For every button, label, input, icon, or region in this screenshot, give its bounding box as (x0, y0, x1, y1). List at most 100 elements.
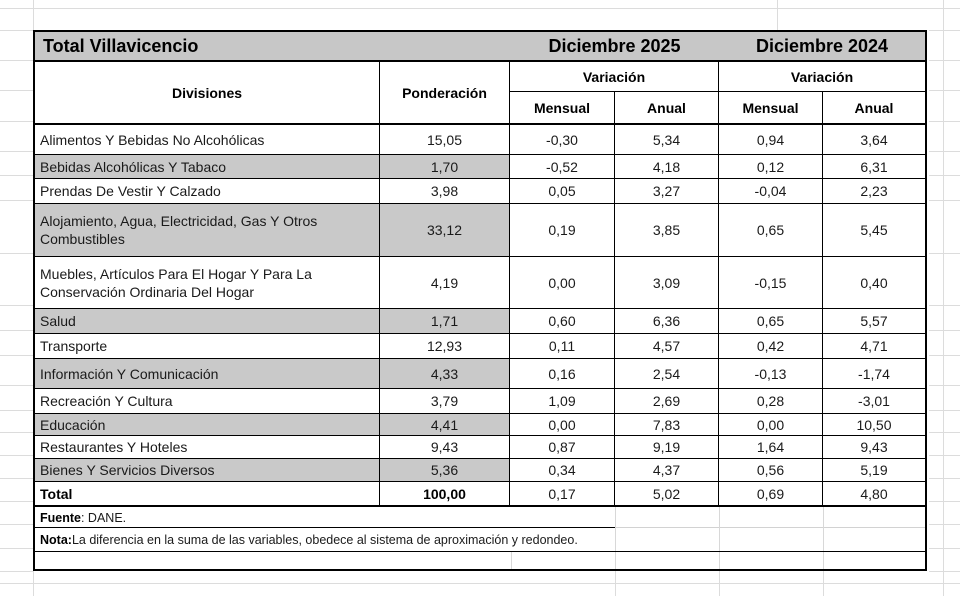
mensual-2025-cell[interactable]: 0,00 (510, 414, 615, 435)
mensual-2025-cell[interactable]: 0,87 (510, 436, 615, 458)
division-cell[interactable]: Salud (35, 309, 380, 333)
header-divisiones[interactable]: Divisiones (35, 62, 380, 123)
anual-2025-cell[interactable]: 2,69 (615, 389, 719, 413)
anual-2025-cell[interactable]: 9,19 (615, 436, 719, 458)
ponderacion-cell[interactable]: 1,71 (380, 309, 510, 333)
header-anual-2024[interactable]: Anual (854, 99, 894, 116)
anual-2025-cell[interactable]: 4,18 (615, 155, 719, 178)
anual-2024-cell[interactable]: -1,74 (823, 359, 925, 388)
ponderacion-cell[interactable]: 3,98 (380, 179, 510, 203)
mensual-2024-cell[interactable]: 0,12 (719, 155, 823, 178)
division-cell[interactable]: Restaurantes Y Hoteles (35, 436, 380, 458)
mensual-2025-cell[interactable]: 0,34 (510, 459, 615, 481)
mensual-2024-cell[interactable]: 0,65 (719, 309, 823, 333)
division-cell[interactable]: Bebidas Alcohólicas Y Tabaco (35, 155, 380, 178)
anual-2025-cell[interactable]: 4,57 (615, 334, 719, 358)
header-variacion-2024[interactable]: Variación (790, 68, 854, 85)
mensual-2024-cell[interactable]: 0,65 (719, 204, 823, 256)
mensual-2025-cell[interactable]: -0,52 (510, 155, 615, 178)
anual-2024-cell[interactable]: 3,64 (823, 125, 925, 154)
ponderacion-cell[interactable]: 4,19 (380, 257, 510, 308)
mensual-2024-cell[interactable]: -0,04 (719, 179, 823, 203)
total-anual-2025-cell[interactable]: 5,02 (615, 482, 719, 505)
mensual-2025-cell[interactable]: 0,16 (510, 359, 615, 388)
mensual-2025-cell[interactable]: 0,00 (510, 257, 615, 308)
mensual-2025-cell[interactable]: 0,60 (510, 309, 615, 333)
total-mensual-2024-cell[interactable]: 0,69 (719, 482, 823, 505)
anual-2025-cell[interactable]: 3,09 (615, 257, 719, 308)
division-cell[interactable]: Prendas De Vestir Y Calzado (35, 179, 380, 203)
header-variacion-2025[interactable]: Variación (510, 62, 719, 91)
total-row: Total 100,00 0,17 5,02 0,69 4,80 (35, 482, 925, 507)
division-cell[interactable]: Muebles, Artículos Para El Hogar Y Para … (35, 257, 380, 308)
header-ponderacion[interactable]: Ponderación (380, 62, 510, 123)
period-2025-header[interactable]: Diciembre 2025 (548, 36, 681, 56)
note-label: Nota: (40, 532, 72, 547)
gridline (615, 552, 616, 569)
anual-2025-cell[interactable]: 5,34 (615, 125, 719, 154)
ponderacion-cell[interactable]: 5,36 (380, 459, 510, 481)
header-anual-2025[interactable]: Anual (615, 92, 719, 123)
anual-2025-cell[interactable]: 3,27 (615, 179, 719, 203)
ponderacion-cell[interactable]: 4,33 (380, 359, 510, 388)
mensual-2025-cell[interactable]: 0,05 (510, 179, 615, 203)
mensual-2024-cell[interactable]: 0,00 (719, 414, 823, 435)
anual-2025-cell[interactable]: 6,36 (615, 309, 719, 333)
anual-2024-cell[interactable]: 6,31 (823, 155, 925, 178)
ponderacion-cell[interactable]: 4,41 (380, 414, 510, 435)
anual-2024-cell[interactable]: 2,23 (823, 179, 925, 203)
mensual-2025-cell[interactable]: 0,11 (510, 334, 615, 358)
division-cell[interactable]: Recreación Y Cultura (35, 389, 380, 413)
division-cell[interactable]: Bienes Y Servicios Diversos (35, 459, 380, 481)
table-row: Recreación Y Cultura 3,79 1,09 2,69 0,28 -3,0… (35, 389, 925, 414)
anual-2025-cell[interactable]: 3,85 (615, 204, 719, 256)
total-anual-2024-cell[interactable]: 4,80 (823, 482, 925, 505)
ponderacion-cell[interactable]: 15,05 (380, 125, 510, 154)
anual-2024-cell[interactable]: 5,57 (823, 309, 925, 333)
mensual-2025-cell[interactable]: 0,19 (510, 204, 615, 256)
division-cell[interactable]: Información Y Comunicación (35, 359, 380, 388)
division-cell[interactable]: Alojamiento, Agua, Electricidad, Gas Y O… (35, 204, 380, 256)
empty-row[interactable] (35, 552, 925, 569)
gridline (0, 200, 33, 201)
ponderacion-cell[interactable]: 33,12 (380, 204, 510, 256)
anual-2025-cell[interactable]: 4,37 (615, 459, 719, 481)
anual-2024-cell[interactable]: 5,19 (823, 459, 925, 481)
gridline (719, 528, 720, 551)
mensual-2024-cell[interactable]: -0,13 (719, 359, 823, 388)
anual-2025-cell[interactable]: 2,54 (615, 359, 719, 388)
gridline (823, 571, 824, 596)
mensual-2024-cell[interactable]: 0,42 (719, 334, 823, 358)
gridline (929, 385, 960, 386)
mensual-2025-cell[interactable]: 1,09 (510, 389, 615, 413)
mensual-2025-cell[interactable]: -0,30 (510, 125, 615, 154)
header-mensual-2024[interactable]: Mensual (719, 92, 823, 123)
header-mensual-2025[interactable]: Mensual (510, 92, 615, 123)
anual-2025-cell[interactable]: 7,83 (615, 414, 719, 435)
mensual-2024-cell[interactable]: 0,94 (719, 125, 823, 154)
ponderacion-cell[interactable]: 9,43 (380, 436, 510, 458)
mensual-2024-cell[interactable]: 1,64 (719, 436, 823, 458)
total-label-cell[interactable]: Total (35, 482, 380, 505)
table-title[interactable]: Total Villavicencio (43, 36, 199, 56)
anual-2024-cell[interactable]: -3,01 (823, 389, 925, 413)
anual-2024-cell[interactable]: 4,71 (823, 334, 925, 358)
ponderacion-cell[interactable]: 3,79 (380, 389, 510, 413)
ponderacion-cell[interactable]: 12,93 (380, 334, 510, 358)
gridline (929, 90, 960, 91)
anual-2024-cell[interactable]: 10,50 (823, 414, 925, 435)
division-cell[interactable]: Transporte (35, 334, 380, 358)
period-2024-header[interactable]: Diciembre 2024 (755, 36, 889, 56)
anual-2024-cell[interactable]: 0,40 (823, 257, 925, 308)
total-mensual-2025-cell[interactable]: 0,17 (510, 482, 615, 505)
division-cell[interactable]: Alimentos Y Bebidas No Alcohólicas (35, 125, 380, 154)
ponderacion-cell[interactable]: 1,70 (380, 155, 510, 178)
anual-2024-cell[interactable]: 9,43 (823, 436, 925, 458)
mensual-2024-cell[interactable]: -0,15 (719, 257, 823, 308)
gridline (929, 253, 960, 254)
total-ponderacion-cell[interactable]: 100,00 (380, 482, 510, 505)
anual-2024-cell[interactable]: 5,45 (823, 204, 925, 256)
mensual-2024-cell[interactable]: 0,56 (719, 459, 823, 481)
mensual-2024-cell[interactable]: 0,28 (719, 389, 823, 413)
division-cell[interactable]: Educación (35, 414, 380, 435)
